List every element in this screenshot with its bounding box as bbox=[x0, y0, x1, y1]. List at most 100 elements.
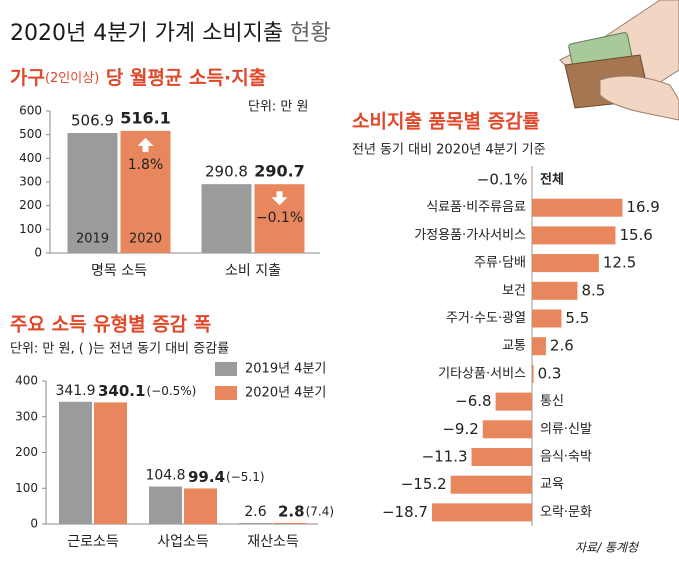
value-label: 15.6 bbox=[619, 226, 652, 244]
value-label: 2.8 bbox=[278, 502, 305, 520]
bar bbox=[532, 226, 616, 245]
value-label: 5.5 bbox=[565, 309, 589, 327]
value-label: 104.8 bbox=[145, 468, 185, 484]
chart1-title: 가구(2인이상) 당 월평균 소득·지출 bbox=[10, 67, 266, 89]
bar bbox=[482, 420, 532, 439]
category-label: 교통 bbox=[502, 339, 526, 354]
chart1-title-part: 가구 bbox=[10, 67, 45, 89]
bar bbox=[201, 184, 252, 253]
category-label: 의류·신발 bbox=[540, 422, 592, 437]
chart1-title-part: 당 월평균 소득·지출 bbox=[99, 67, 266, 89]
value-label: 290.7 bbox=[254, 162, 305, 181]
chart2-subtitle: 단위: 만 원, ( )는 전년 동기 대비 증감률 bbox=[10, 342, 229, 357]
bar bbox=[67, 133, 118, 253]
y-tick-label: 0 bbox=[34, 246, 42, 260]
change-label: −0.1% bbox=[256, 210, 303, 226]
bar bbox=[94, 402, 127, 524]
value-label: −0.1% bbox=[477, 171, 528, 189]
bar bbox=[531, 171, 532, 189]
value-label: 2.6 bbox=[244, 504, 266, 520]
y-tick-label: 400 bbox=[15, 374, 38, 388]
x-tick-label: 소비 지출 bbox=[225, 263, 281, 279]
value-label: 341.9 bbox=[55, 383, 95, 399]
bar bbox=[532, 309, 562, 328]
title-suffix: 현황 bbox=[290, 21, 330, 46]
value-label: 2.6 bbox=[550, 337, 574, 355]
x-tick-label: 명목 소득 bbox=[91, 263, 147, 279]
chart3-title: 소비지출 품목별 증감률 bbox=[352, 111, 540, 133]
y-tick-label: 0 bbox=[30, 517, 38, 531]
value-label: 516.1 bbox=[120, 108, 171, 127]
bar bbox=[274, 522, 307, 524]
title-main: 2020년 4분기 가계 소비지출 bbox=[10, 21, 283, 46]
value-label: 340.1 bbox=[98, 382, 145, 400]
change-arrow bbox=[271, 191, 288, 206]
title: 2020년 4분기 가계 소비지출 현황 bbox=[10, 21, 331, 46]
bar bbox=[532, 198, 623, 217]
y-tick-label: 500 bbox=[19, 127, 42, 141]
value-label: −15.2 bbox=[401, 475, 447, 493]
bar bbox=[471, 448, 532, 466]
x-tick-label: 근로소득 bbox=[67, 534, 119, 550]
change-arrow bbox=[137, 137, 154, 152]
change-label: 1.8% bbox=[128, 157, 164, 173]
legend-swatch bbox=[215, 362, 237, 376]
bar bbox=[450, 475, 532, 494]
y-tick-label: 600 bbox=[19, 104, 42, 118]
value-label: 99.4 bbox=[188, 468, 225, 486]
chart1-subtitle: 단위: 만 원 bbox=[248, 100, 309, 115]
category-label: 가정용품·가사서비스 bbox=[414, 228, 526, 243]
bar bbox=[149, 486, 182, 524]
series-label: 2019 bbox=[76, 232, 109, 247]
category-label: 식료품·비주류음료 bbox=[426, 200, 526, 215]
value-label: 12.5 bbox=[603, 254, 636, 272]
change-label: (−5.1) bbox=[226, 470, 265, 484]
category-label: 교육 bbox=[540, 477, 564, 492]
category-label: 기타상품·서비스 bbox=[438, 366, 526, 381]
series-label: 2020 bbox=[129, 232, 162, 247]
value-label: 290.8 bbox=[205, 163, 248, 181]
bar bbox=[59, 401, 92, 524]
bar bbox=[532, 254, 599, 273]
category-label: 전체 bbox=[540, 172, 564, 188]
wallet-illustration bbox=[559, 0, 679, 121]
bar bbox=[239, 523, 272, 524]
y-tick-label: 100 bbox=[19, 222, 42, 236]
change-label: (−0.5%) bbox=[146, 384, 196, 398]
bar bbox=[184, 488, 217, 524]
legend-swatch bbox=[215, 386, 237, 400]
bar bbox=[532, 364, 534, 383]
source: 자료/ 통계청 bbox=[575, 541, 640, 555]
legend-label: 2020년 4분기 bbox=[245, 386, 326, 401]
y-tick-label: 300 bbox=[19, 175, 42, 189]
bar bbox=[431, 503, 532, 522]
x-tick-label: 재산소득 bbox=[247, 534, 299, 550]
y-tick-label: 200 bbox=[15, 445, 38, 459]
value-label: 8.5 bbox=[581, 281, 605, 299]
value-label: −6.8 bbox=[455, 392, 491, 410]
bar bbox=[532, 281, 578, 300]
category-label: 주거·수도·광열 bbox=[446, 311, 526, 326]
y-tick-label: 200 bbox=[19, 198, 42, 212]
category-label: 주류·담배 bbox=[474, 256, 526, 271]
legend-label: 2019년 4분기 bbox=[245, 362, 326, 377]
value-label: 0.3 bbox=[538, 364, 562, 382]
value-label: 506.9 bbox=[71, 112, 114, 130]
value-label: −9.2 bbox=[442, 420, 478, 438]
chart1-title-part: (2인이상) bbox=[45, 71, 99, 86]
bar bbox=[532, 337, 546, 356]
bar bbox=[495, 392, 532, 411]
category-label: 오락·문화 bbox=[540, 505, 592, 520]
value-label: −11.3 bbox=[422, 448, 468, 466]
y-tick-label: 300 bbox=[15, 409, 38, 423]
x-tick-label: 사업소득 bbox=[157, 534, 209, 550]
y-tick-label: 100 bbox=[15, 481, 38, 495]
y-tick-label: 400 bbox=[19, 151, 42, 165]
category-label: 통신 bbox=[540, 394, 564, 409]
chart3-subtitle: 전년 동기 대비 2020년 4분기 기준 bbox=[352, 143, 546, 158]
value-label: 16.9 bbox=[626, 198, 659, 216]
chart2-title: 주요 소득 유형별 증감 폭 bbox=[10, 314, 211, 336]
change-label: (7.4) bbox=[306, 504, 334, 518]
